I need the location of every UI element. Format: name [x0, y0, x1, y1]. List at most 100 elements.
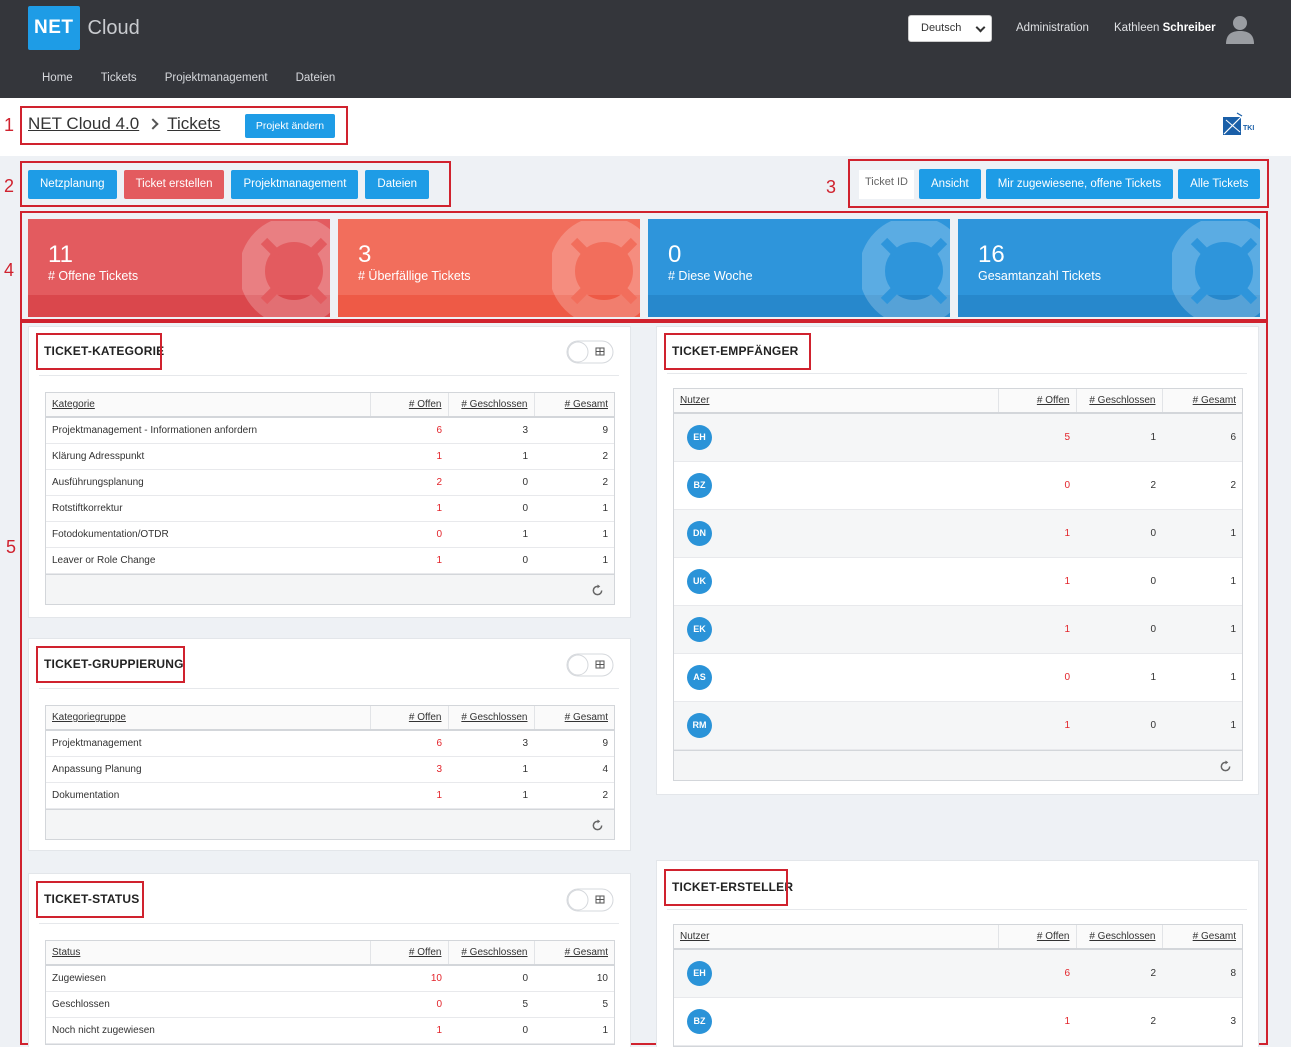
- column-header-offen[interactable]: # Offen: [369, 941, 448, 966]
- nav-dateien[interactable]: Dateien: [295, 72, 336, 84]
- row-geschlossen: 1: [448, 782, 534, 809]
- nav-tickets[interactable]: Tickets: [100, 72, 137, 84]
- row-offen: 0: [998, 461, 1076, 510]
- stat-label: # Offene Tickets: [48, 269, 139, 283]
- user-avatar-icon[interactable]: [1224, 12, 1256, 44]
- column-header-name[interactable]: Status: [46, 941, 370, 966]
- stat-card[interactable]: 11 # Offene Tickets: [28, 219, 330, 317]
- table-row[interactable]: AS 0 1 1: [674, 653, 1242, 702]
- app-logo[interactable]: NET Cloud: [28, 6, 140, 50]
- row-name: Dokumentation: [46, 782, 370, 809]
- change-project-button[interactable]: Projekt ändern: [245, 114, 335, 138]
- table-row[interactable]: Projektmanagement 6 3 9: [46, 730, 614, 757]
- column-header-offen[interactable]: # Offen: [369, 393, 448, 418]
- dateien-button[interactable]: Dateien: [365, 170, 430, 199]
- annotation-box-5: [20, 321, 1268, 1045]
- column-header-name[interactable]: Nutzer: [674, 389, 998, 414]
- column-header-gesamt[interactable]: # Gesamt: [533, 393, 614, 418]
- all-tickets-button[interactable]: Alle Tickets: [1178, 169, 1261, 199]
- row-offen: 1: [998, 605, 1076, 654]
- column-header-offen[interactable]: # Offen: [997, 925, 1076, 950]
- column-header-geschlossen[interactable]: # Geschlossen: [1075, 389, 1162, 414]
- column-header-name[interactable]: Kategoriegruppe: [46, 706, 370, 731]
- user-menu[interactable]: Kathleen Schreiber: [1114, 22, 1216, 34]
- row-name: Fotodokumentation/OTDR: [46, 521, 370, 548]
- column-header-geschlossen[interactable]: # Geschlossen: [447, 706, 534, 731]
- row-geschlossen: 3: [448, 730, 534, 757]
- row-geschlossen: 0: [1076, 605, 1162, 654]
- annotation-marker-2: 2: [4, 176, 15, 196]
- language-select[interactable]: Deutsch: [908, 15, 992, 42]
- row-offen: 6: [998, 949, 1076, 998]
- administration-link[interactable]: Administration: [1016, 22, 1089, 34]
- column-header-geschlossen[interactable]: # Geschlossen: [1075, 925, 1162, 950]
- table-view-toggle[interactable]: [566, 340, 614, 364]
- row-offen: 1: [998, 997, 1076, 1046]
- netzplanung-button[interactable]: Netzplanung: [28, 170, 117, 199]
- column-header-offen[interactable]: # Offen: [369, 706, 448, 731]
- table-footer: [674, 749, 1242, 780]
- row-gesamt: 8: [1162, 949, 1242, 998]
- stat-card[interactable]: 0 # Diese Woche: [648, 219, 950, 317]
- stat-card[interactable]: 16 Gesamtanzahl Tickets: [958, 219, 1260, 317]
- table-footer: [46, 573, 614, 604]
- table-view-toggle[interactable]: [566, 888, 614, 912]
- table-row[interactable]: RM 1 0 1: [674, 701, 1242, 750]
- row-offen: 1: [998, 701, 1076, 750]
- row-geschlossen: 2: [1076, 949, 1162, 998]
- column-header-gesamt[interactable]: # Gesamt: [533, 941, 614, 966]
- kategorie-panel-title: TICKET-KATEGORIE: [44, 344, 165, 358]
- row-gesamt: 1: [1162, 653, 1242, 702]
- refresh-icon[interactable]: [1219, 759, 1232, 773]
- ansicht-button[interactable]: Ansicht: [919, 169, 981, 199]
- column-header-geschlossen[interactable]: # Geschlossen: [447, 941, 534, 966]
- table-row[interactable]: Ausführungsplanung 2 0 2: [46, 469, 614, 496]
- table-row[interactable]: Anpassung Planung 3 1 4: [46, 756, 614, 783]
- column-header-name[interactable]: Kategorie: [46, 393, 370, 418]
- table-row[interactable]: Geschlossen 0 5 5: [46, 991, 614, 1018]
- column-header-gesamt[interactable]: # Gesamt: [533, 706, 614, 731]
- column-header-offen[interactable]: # Offen: [997, 389, 1076, 414]
- row-geschlossen: 0: [1076, 509, 1162, 558]
- ticket-id-input[interactable]: Ticket ID: [859, 169, 914, 199]
- table-row[interactable]: Projektmanagement - Informationen anford…: [46, 417, 614, 444]
- table-row[interactable]: EK 1 0 1: [674, 605, 1242, 654]
- breadcrumb-tickets[interactable]: Tickets: [167, 114, 221, 133]
- table-row[interactable]: EH 6 2 8: [674, 949, 1242, 998]
- table-row[interactable]: DN 1 0 1: [674, 509, 1242, 558]
- nav-home[interactable]: Home: [42, 72, 73, 84]
- row-geschlossen: 0: [448, 469, 534, 496]
- table-row[interactable]: Leaver or Role Change 1 0 1: [46, 547, 614, 574]
- refresh-icon[interactable]: [591, 583, 604, 597]
- column-header-gesamt[interactable]: # Gesamt: [1161, 925, 1242, 950]
- ticket-filters: Ticket ID Ansicht Mir zugewiesene, offen…: [859, 169, 1261, 199]
- table-footer: [46, 808, 614, 839]
- row-geschlossen: 1: [1076, 413, 1162, 462]
- table-row[interactable]: Fotodokumentation/OTDR 0 1 1: [46, 521, 614, 548]
- language-value: Deutsch: [921, 22, 962, 34]
- user-initials-avatar: EH: [687, 424, 712, 450]
- table-row[interactable]: EH 5 1 6: [674, 413, 1242, 462]
- breadcrumb-project[interactable]: NET Cloud 4.0: [28, 114, 140, 133]
- table-row[interactable]: Klärung Adresspunkt 1 1 2: [46, 443, 614, 470]
- column-header-name[interactable]: Nutzer: [674, 925, 998, 950]
- table-row[interactable]: UK 1 0 1: [674, 557, 1242, 606]
- table-view-toggle[interactable]: [566, 653, 614, 677]
- table-row[interactable]: Dokumentation 1 1 2: [46, 782, 614, 809]
- projektmanagement-button[interactable]: Projektmanagement: [231, 170, 359, 199]
- table-row[interactable]: BZ 0 2 2: [674, 461, 1242, 510]
- row-gesamt: 1: [534, 547, 614, 574]
- refresh-icon[interactable]: [591, 818, 604, 832]
- table-row[interactable]: BZ 1 2 3: [674, 997, 1242, 1046]
- table-row[interactable]: Zugewiesen 10 0 10: [46, 965, 614, 992]
- row-offen: 0: [370, 521, 448, 548]
- table-row[interactable]: Rotstiftkorrektur 1 0 1: [46, 495, 614, 522]
- stat-card[interactable]: 3 # Überfällige Tickets: [338, 219, 640, 317]
- my-open-tickets-button[interactable]: Mir zugewiesene, offene Tickets: [985, 169, 1174, 199]
- column-header-gesamt[interactable]: # Gesamt: [1161, 389, 1242, 414]
- column-header-geschlossen[interactable]: # Geschlossen: [447, 393, 534, 418]
- nav-projektmanagement[interactable]: Projektmanagement: [164, 72, 268, 84]
- panel-divider: [667, 373, 1247, 374]
- create-ticket-button[interactable]: Ticket erstellen: [123, 170, 225, 199]
- table-row[interactable]: Noch nicht zugewiesen 1 0 1: [46, 1017, 614, 1044]
